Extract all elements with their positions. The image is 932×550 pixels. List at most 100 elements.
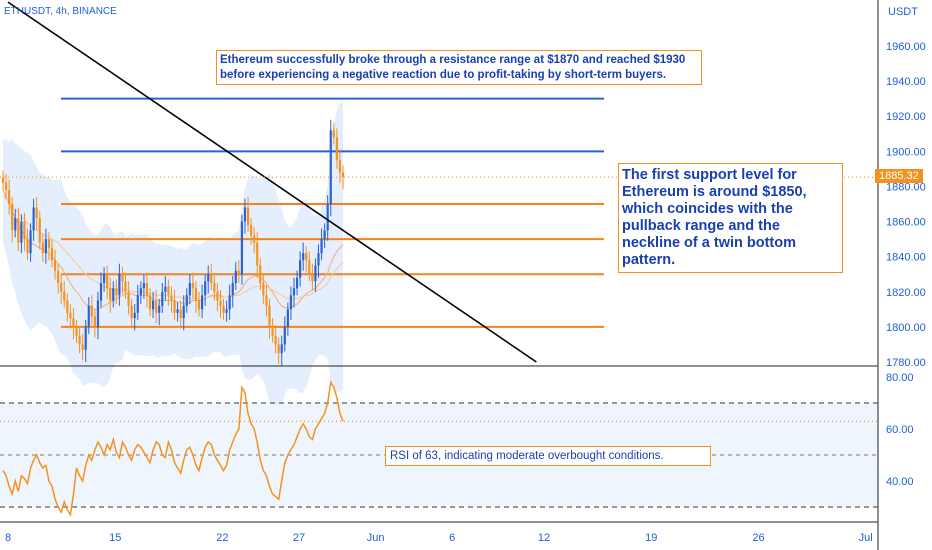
candle-body: [308, 260, 311, 275]
candlesticks: [1, 119, 345, 366]
candle-body: [93, 316, 96, 327]
candle-body: [332, 130, 335, 138]
price-band-area: [3, 99, 343, 406]
candle-body: [63, 291, 66, 301]
rsi-tick-label: 60.00: [886, 424, 914, 436]
candle-body: [142, 283, 146, 289]
candle-body: [60, 283, 63, 292]
price-tick-label: 1940.00: [886, 76, 926, 88]
candle-body: [207, 274, 210, 282]
time-tick-label: 8: [5, 532, 11, 544]
candle-body: [121, 274, 124, 282]
price-levels[interactable]: [61, 97, 604, 328]
candle-body: [292, 288, 296, 296]
candle-body: [41, 242, 44, 254]
rsi-series-line: [2, 379, 344, 517]
candle-body: [213, 283, 216, 292]
candle-body: [341, 172, 345, 178]
candle-body: [118, 274, 121, 296]
rsi-axis-ticks: 40.00 60.00 80.00: [886, 372, 914, 488]
candle-body: [81, 344, 84, 350]
candle-body: [191, 283, 195, 289]
resistance-annotation[interactable]: Ethereum successfully broke through a re…: [216, 50, 702, 85]
candle-body: [246, 207, 250, 226]
candle-body: [188, 283, 191, 296]
time-tick-label: Jun: [367, 532, 385, 544]
candle-body: [133, 312, 136, 319]
axes: [0, 0, 879, 550]
candle-body: [151, 300, 155, 310]
candle-body: [84, 326, 87, 350]
candle-body: [222, 305, 225, 313]
time-tick-label: 22: [216, 532, 228, 544]
candle-body: [29, 230, 32, 254]
candle-body: [323, 230, 326, 240]
current-price-label: 1885.32: [875, 169, 923, 183]
candle-body: [299, 260, 302, 278]
candle-body: [200, 295, 204, 310]
candle-body: [197, 300, 201, 310]
symbol-label[interactable]: ETHUSDT, 4h, BINANCE: [4, 6, 117, 17]
candle-body: [311, 274, 314, 282]
price-tick-label: 1780.00: [886, 357, 926, 369]
candle-body: [228, 295, 231, 310]
candle-body: [210, 274, 213, 283]
candle-body: [240, 221, 244, 275]
currency-label: USDT: [888, 6, 918, 18]
candle-body: [106, 274, 109, 289]
candle-body: [102, 274, 106, 283]
price-tick-label: 1840.00: [886, 252, 926, 264]
rsi-annotation[interactable]: RSI of 63, indicating moderate overbough…: [385, 446, 711, 466]
candle-body: [204, 281, 207, 296]
candle-body: [295, 277, 299, 289]
candle-body: [109, 288, 112, 301]
price-tick-label: 1880.00: [886, 181, 926, 193]
price-tick-label: 1920.00: [886, 111, 926, 123]
candle-body: [35, 207, 38, 219]
descending-trendline: [7, 1, 537, 363]
candle-body: [289, 295, 293, 310]
candle-body: [115, 288, 118, 296]
candle-body: [11, 204, 14, 231]
candle-body: [96, 300, 100, 327]
candle-body: [26, 239, 29, 254]
price-tick-label: 1820.00: [886, 287, 926, 299]
candle-body: [164, 286, 167, 292]
candle-body: [158, 305, 161, 313]
time-tick-label: 26: [752, 532, 764, 544]
candle-body: [250, 225, 253, 236]
candle-body: [234, 270, 237, 283]
time-axis-ticks: 8 15 22 27 Jun 6 12 19 26 Jul: [5, 532, 873, 544]
candle-body: [225, 309, 228, 313]
candle-body: [99, 283, 103, 301]
price-tick-label: 1860.00: [886, 217, 926, 229]
candle-body: [302, 253, 305, 261]
candle-body: [155, 300, 158, 313]
reference-lines: [0, 402, 878, 508]
candle-body: [139, 288, 142, 296]
candle-body: [314, 265, 317, 282]
candle-body: [216, 291, 219, 301]
candle-body: [274, 335, 277, 345]
candle-body: [20, 221, 23, 243]
candle-body: [182, 305, 185, 319]
candle-body: [265, 295, 268, 306]
candle-body: [38, 218, 41, 243]
candle-body: [268, 305, 271, 327]
candle-body: [69, 312, 72, 319]
candle-body: [47, 239, 51, 248]
candle-body: [112, 288, 115, 301]
candle-body: [90, 305, 93, 317]
price-tick-label: 1800.00: [886, 322, 926, 334]
rsi-tick-label: 40.00: [886, 476, 914, 488]
candle-body: [326, 204, 329, 231]
candle-body: [280, 344, 283, 354]
bollinger-band: [3, 99, 343, 406]
candle-body: [231, 283, 234, 296]
candle-body: [335, 137, 338, 161]
support-annotation[interactable]: The first support level for Ethereum is …: [618, 163, 843, 273]
trendline[interactable]: [7, 1, 537, 363]
moving-average-line: [2, 194, 344, 300]
candle-body: [44, 239, 47, 254]
